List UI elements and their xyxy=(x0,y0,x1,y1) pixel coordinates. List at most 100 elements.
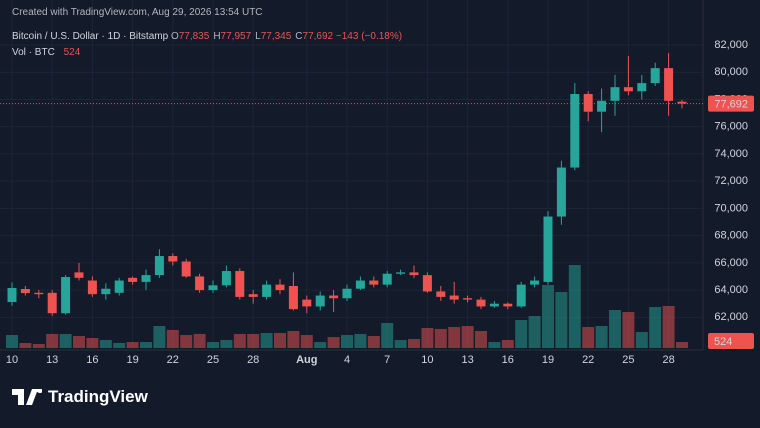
ohlc-key: H xyxy=(213,31,221,42)
y-tick-label: 74,000 xyxy=(714,148,748,160)
volume-bar xyxy=(126,342,139,348)
volume-bar xyxy=(180,335,193,348)
volume-bar xyxy=(609,310,621,348)
candle-body xyxy=(248,294,258,297)
candle-body xyxy=(382,273,392,285)
candle-body xyxy=(503,303,513,307)
volume-bar xyxy=(635,332,648,348)
candle-body xyxy=(396,272,406,274)
candle-body xyxy=(436,291,446,297)
volume-bar xyxy=(46,333,59,348)
candle-body xyxy=(262,284,272,297)
volume-bar xyxy=(528,315,541,348)
volume-bar xyxy=(193,333,206,348)
candle-body xyxy=(342,288,352,299)
ohlc-key: O xyxy=(170,31,179,42)
candle-body xyxy=(664,68,674,101)
ohlc-value: 77,835 xyxy=(178,31,210,42)
volume-bar xyxy=(475,330,487,348)
candle-body xyxy=(141,275,151,282)
volume-bar xyxy=(233,333,246,348)
candle-body xyxy=(275,284,285,291)
candle-body xyxy=(315,295,325,307)
volume-bar xyxy=(394,339,407,348)
candle-body xyxy=(650,68,660,84)
x-tick-label: 7 xyxy=(384,354,390,366)
ohlc-legend: O77,835 H77,957 L77,345 C77,692 xyxy=(171,31,333,42)
candle-body xyxy=(168,256,178,262)
volume-legend: Vol · BTC 524 xyxy=(12,47,80,58)
volume-bar xyxy=(6,335,18,348)
candle-body xyxy=(570,94,580,168)
candle-body xyxy=(288,286,298,310)
y-tick-label: 80,000 xyxy=(714,66,748,78)
candle-body xyxy=(677,101,687,104)
volume-bar xyxy=(555,292,568,348)
candle-body xyxy=(87,280,97,295)
volume-bar xyxy=(448,327,461,348)
candle-body xyxy=(208,285,218,291)
x-tick-label: 10 xyxy=(421,354,433,366)
y-tick-label: 62,000 xyxy=(714,311,748,323)
volume-bar xyxy=(582,327,595,348)
logo-text: TradingView xyxy=(48,387,148,406)
ohlc-value: 77,957 xyxy=(220,31,252,42)
x-tick-label: 25 xyxy=(622,354,634,366)
volume-bar xyxy=(207,342,219,348)
candle-body xyxy=(583,94,593,112)
candle-body xyxy=(369,280,379,285)
candle-body xyxy=(543,216,553,282)
change: −143 (−0.18%) xyxy=(335,31,403,42)
volume-bar xyxy=(367,335,380,348)
last-price-label: 77,692 xyxy=(714,99,748,111)
candle-body xyxy=(235,271,245,297)
watermark: Created with TradingView.com, Aug 29, 20… xyxy=(12,7,263,18)
x-tick-label: Aug xyxy=(296,354,317,366)
candle-body xyxy=(221,271,231,286)
volume-bar xyxy=(140,342,152,348)
volume-bar xyxy=(287,330,300,348)
x-tick-label: 22 xyxy=(167,354,179,366)
candle-body xyxy=(181,261,191,277)
ohlc-value: 77,345 xyxy=(260,31,292,42)
volume-bar xyxy=(327,337,340,348)
logo-icon xyxy=(12,389,42,405)
candle-body xyxy=(556,167,566,217)
ohlc-value: 77,692 xyxy=(302,31,334,42)
candle-body xyxy=(463,298,473,300)
candle-body xyxy=(114,280,124,293)
volume-bar xyxy=(421,327,434,348)
volume-bar xyxy=(501,339,514,348)
volume-bar xyxy=(341,335,353,348)
x-tick-label: 4 xyxy=(344,354,350,366)
chart-legend: Bitcoin / U.S. Dollar · 1D · Bitstamp O7… xyxy=(12,31,402,42)
y-tick-label: 70,000 xyxy=(714,202,748,214)
candle-body xyxy=(128,277,138,282)
y-tick-label: 82,000 xyxy=(714,39,748,51)
candle-body xyxy=(623,87,633,92)
volume-bar xyxy=(622,312,635,348)
volume-title: Vol · BTC xyxy=(12,47,55,58)
candle-body xyxy=(449,295,459,300)
x-tick-label: 28 xyxy=(247,354,259,366)
candle-body xyxy=(329,295,339,299)
candle-body xyxy=(7,287,17,302)
y-tick-label: 76,000 xyxy=(714,121,748,133)
volume-bar xyxy=(568,265,581,348)
last-price-box xyxy=(708,95,754,112)
volume-bar xyxy=(408,338,420,348)
ohlc-key: L xyxy=(255,31,261,42)
volume-bar xyxy=(381,322,394,348)
volume-bar xyxy=(220,339,233,348)
x-tick-label: 13 xyxy=(46,354,58,366)
volume-bar xyxy=(676,341,688,348)
candle-body xyxy=(101,288,111,295)
x-tick-label: 28 xyxy=(662,354,674,366)
volume-bar xyxy=(515,320,528,348)
volume-bar xyxy=(300,335,313,348)
volume-bar xyxy=(19,342,32,348)
candle-body xyxy=(61,277,71,314)
volume-bar xyxy=(166,330,179,348)
candle-body xyxy=(530,280,540,285)
